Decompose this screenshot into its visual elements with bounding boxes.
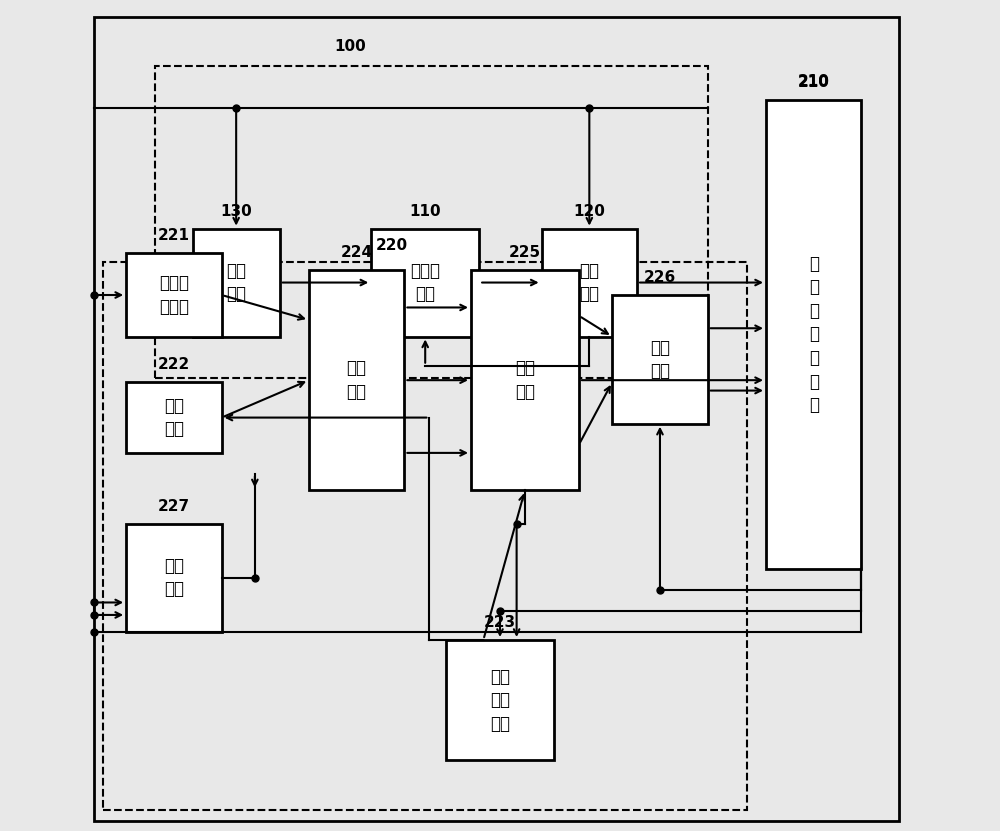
Text: 双
馈
感
应
发
电
机: 双 馈 感 应 发 电 机 [809,254,819,415]
Text: 224: 224 [341,245,373,260]
Text: 风力机
模型: 风力机 模型 [410,262,440,303]
Bar [103,262,747,810]
Text: 100: 100 [335,39,366,54]
Bar [309,270,404,490]
Text: 电流
控制: 电流 控制 [515,359,535,401]
Bar [193,229,280,337]
Bar [126,253,222,337]
Text: 最大风
能追踪: 最大风 能追踪 [159,274,189,316]
Text: 桨距
控制: 桨距 控制 [226,262,246,303]
Text: 坐标
变换: 坐标 变换 [650,338,670,381]
Text: 221: 221 [158,229,190,243]
Text: 功率
控制: 功率 控制 [347,359,367,401]
Bar [155,66,708,378]
Text: 226: 226 [644,270,676,285]
Bar [471,270,579,490]
Text: 控制
保护: 控制 保护 [164,557,184,598]
Text: 223: 223 [484,615,516,630]
Text: 225: 225 [509,245,541,260]
Text: 210: 210 [798,75,830,90]
Text: 120: 120 [573,204,605,219]
Text: 轴系
模型: 轴系 模型 [579,262,599,303]
Bar [126,382,222,453]
Text: 110: 110 [409,204,441,219]
Text: 功率
测量: 功率 测量 [164,396,184,439]
Text: 220: 220 [375,238,407,253]
Text: 222: 222 [158,357,190,372]
Bar [766,100,861,569]
Text: 电压
电流
测量: 电压 电流 测量 [490,667,510,733]
Text: 130: 130 [220,204,252,219]
Text: 210: 210 [798,74,830,89]
Bar [542,229,637,337]
Text: 227: 227 [158,499,190,514]
Bar [612,295,708,424]
Bar [126,524,222,632]
Bar [371,229,479,337]
Bar [446,640,554,760]
